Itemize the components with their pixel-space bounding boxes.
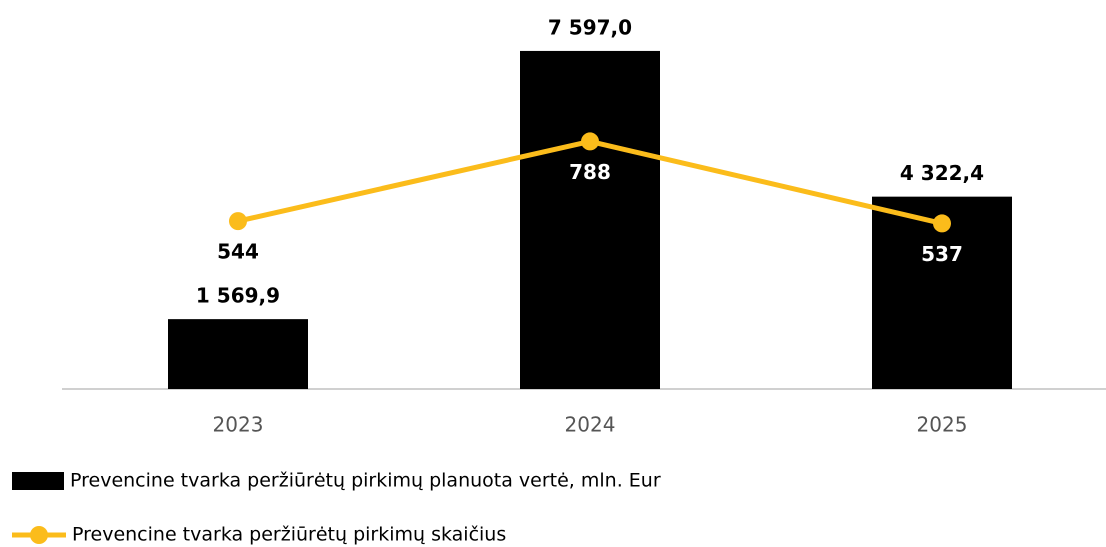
bar (520, 50, 660, 389)
x-tick-label: 2023 (213, 413, 264, 437)
line-marker (229, 212, 247, 231)
line-value-label: 537 (921, 242, 963, 266)
line-marker (933, 214, 951, 233)
x-tick-label: 2024 (565, 413, 616, 437)
legend-label: Prevencine tvarka peržiūrėtų pirkimų pla… (70, 470, 661, 492)
line-value-label: 544 (217, 240, 259, 264)
x-tick-label: 2025 (917, 413, 968, 437)
line-marker (581, 132, 599, 151)
bar-value-label: 7 597,0 (548, 15, 632, 39)
bar (168, 319, 308, 389)
legend-label: Prevencine tvarka peržiūrėtų pirkimų ska… (72, 524, 506, 546)
bar-value-label: 4 322,4 (900, 161, 984, 185)
legend-marker (30, 526, 48, 544)
line-value-label: 788 (569, 160, 611, 184)
bar-value-label: 1 569,9 (196, 284, 280, 308)
legend-swatch (12, 472, 64, 490)
